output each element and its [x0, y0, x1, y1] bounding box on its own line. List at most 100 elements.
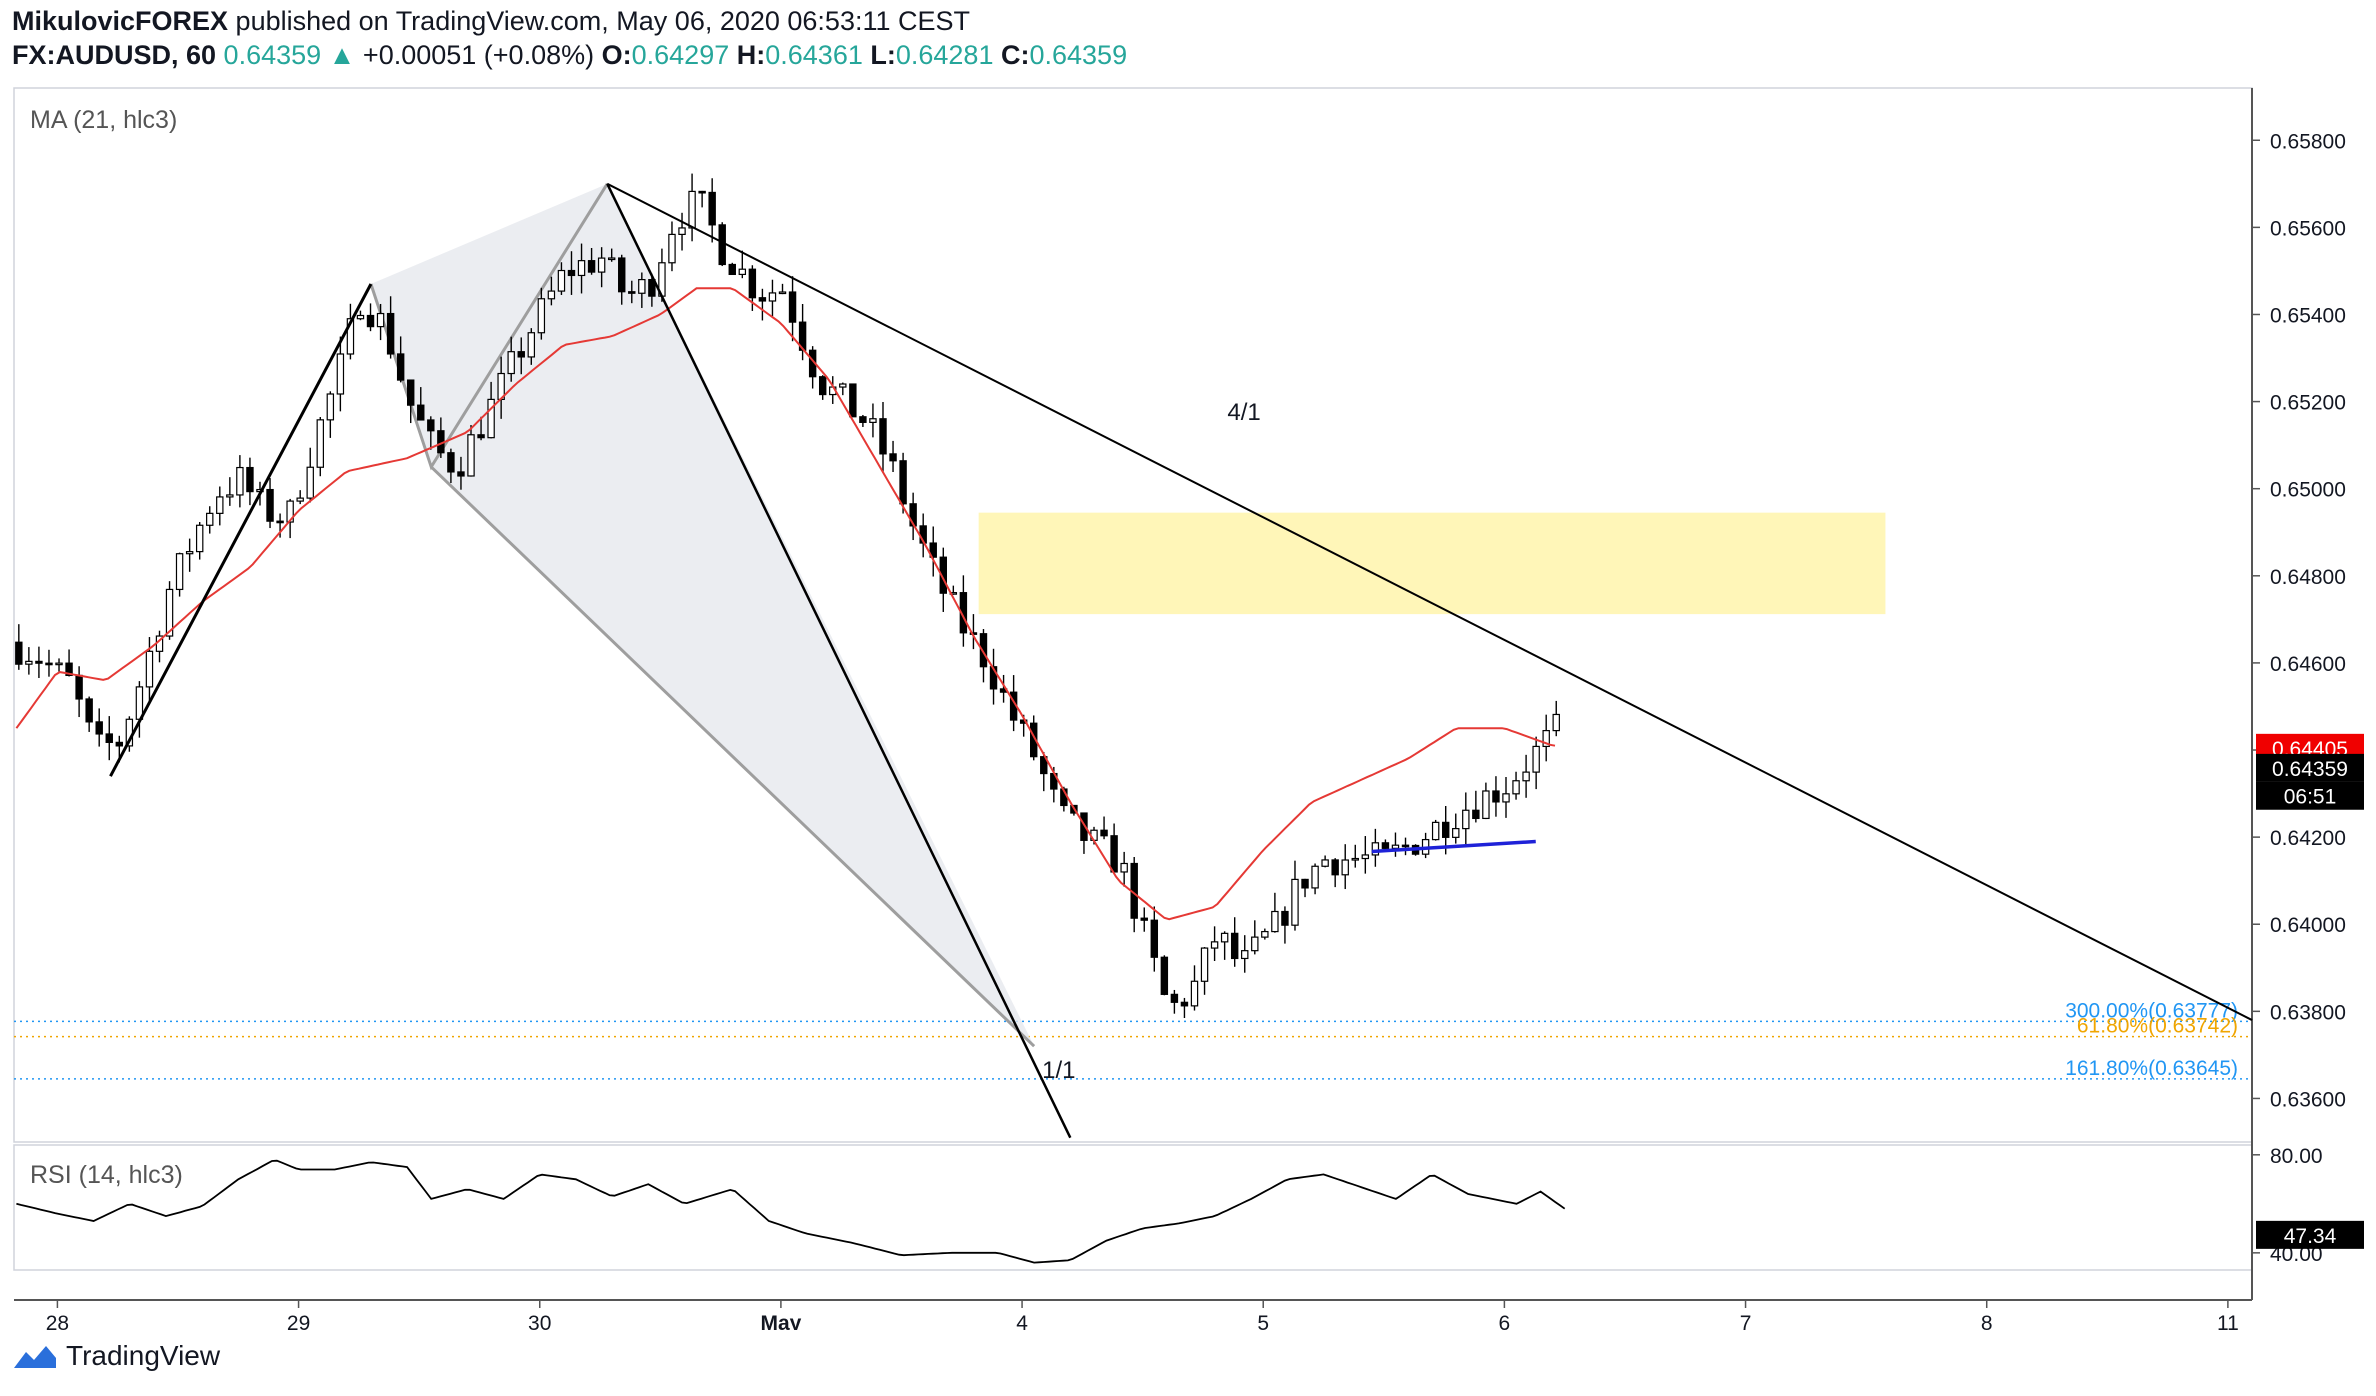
candle-body[interactable] [356, 314, 365, 320]
candle-body[interactable] [95, 721, 103, 735]
candle-body[interactable] [1532, 745, 1540, 773]
candle-body[interactable] [406, 379, 415, 406]
candle-body[interactable] [537, 298, 546, 334]
candle-body[interactable] [668, 233, 676, 264]
candle-body[interactable] [1120, 862, 1128, 873]
harmonic-triangle-abc[interactable] [370, 183, 608, 467]
candle-body[interactable] [236, 466, 244, 496]
candle-body[interactable] [648, 279, 656, 297]
candle-body[interactable] [1080, 812, 1088, 841]
harmonic-leg-bd[interactable] [430, 465, 1036, 1048]
candle-body[interactable] [818, 376, 827, 396]
candle-body[interactable] [1220, 932, 1229, 943]
candle-body[interactable] [1251, 936, 1259, 952]
candle-body[interactable] [879, 418, 887, 455]
candle-body[interactable] [1100, 829, 1108, 837]
candle-body[interactable] [1361, 854, 1370, 860]
candle-body[interactable] [1160, 956, 1169, 995]
candle-body[interactable] [899, 460, 907, 505]
candle-body[interactable] [175, 553, 184, 591]
candle-body[interactable] [587, 260, 596, 273]
candle-body[interactable] [849, 383, 857, 418]
footer-brand[interactable]: TradingView [12, 1340, 220, 1372]
candle-body[interactable] [1441, 821, 1450, 838]
candle-body[interactable] [276, 520, 284, 524]
support-line[interactable] [1371, 839, 1536, 854]
author-name[interactable]: MikulovicFOREX [12, 6, 229, 36]
candle-body[interactable] [778, 291, 787, 295]
candle-body[interactable] [1462, 809, 1470, 830]
candle-body[interactable] [859, 416, 867, 423]
price-chart[interactable]: 300.00%(0.63777)61.80%(0.63742) 161.80%(0… [0, 0, 2376, 1330]
candle-body[interactable] [216, 496, 224, 514]
candle-body[interactable] [1452, 828, 1460, 838]
candle-body[interactable] [1522, 771, 1530, 782]
candle-body[interactable] [929, 542, 937, 558]
candle-body[interactable] [75, 674, 83, 700]
candle-body[interactable] [1291, 878, 1299, 926]
candle-body[interactable] [607, 257, 616, 261]
candle-body[interactable] [1542, 729, 1550, 748]
candle-body[interactable] [417, 404, 425, 421]
candle-body[interactable] [1512, 780, 1520, 795]
candle-body[interactable] [1351, 857, 1359, 861]
candle-body[interactable] [487, 398, 495, 439]
candle-body[interactable] [527, 332, 536, 358]
candle-body[interactable] [165, 588, 174, 637]
candle-body[interactable] [477, 434, 485, 439]
candle-body[interactable] [105, 733, 113, 743]
candle-body[interactable] [195, 524, 204, 553]
candle-body[interactable] [758, 297, 767, 302]
candle-body[interactable] [316, 419, 324, 468]
rsi-indicator-label[interactable]: RSI (14, hlc3) [30, 1161, 183, 1189]
candle-body[interactable] [869, 418, 877, 423]
trendline[interactable] [606, 182, 2253, 1021]
candle-body[interactable] [507, 351, 515, 375]
candle-body[interactable] [246, 466, 254, 493]
harmonic-leg-xa[interactable] [109, 283, 373, 777]
candle-body[interactable] [326, 393, 335, 421]
candle-body[interactable] [35, 660, 43, 664]
resistance-zone[interactable] [978, 512, 1886, 615]
candle-body[interactable] [1271, 910, 1279, 933]
candle-body[interactable] [226, 494, 234, 498]
candle-body[interactable] [678, 227, 686, 236]
candle-body[interactable] [447, 452, 455, 473]
rsi-pane[interactable] [13, 1144, 2253, 1271]
candle-body[interactable] [1321, 859, 1329, 867]
candle-body[interactable] [688, 190, 696, 229]
candle-body[interactable] [618, 257, 626, 293]
candle-body[interactable] [1401, 844, 1410, 848]
candle-body[interactable] [306, 466, 314, 499]
candle-body[interactable] [1110, 835, 1118, 873]
candle-body[interactable] [768, 292, 777, 302]
candle-body[interactable] [145, 650, 154, 688]
candle-body[interactable] [1492, 790, 1500, 803]
candle-body[interactable] [25, 660, 33, 665]
candle-body[interactable] [1552, 713, 1560, 732]
candle-body[interactable] [396, 353, 405, 381]
ma-indicator-label[interactable]: MA (21, hlc3) [30, 106, 177, 134]
candle-body[interactable] [698, 190, 706, 194]
candle-body[interactable] [1502, 793, 1510, 803]
candle-body[interactable] [1381, 842, 1390, 849]
candle-body[interactable] [115, 741, 124, 747]
candle-body[interactable] [728, 263, 736, 276]
harmonic-leg-cd[interactable] [606, 183, 1072, 1139]
candle-body[interactable] [45, 662, 53, 666]
symbol-label[interactable]: FX:AUDUSD, 60 [12, 40, 217, 70]
candle-body[interactable] [346, 318, 355, 355]
candle-body[interactable] [748, 268, 757, 299]
candle-body[interactable] [386, 312, 395, 355]
candle-body[interactable] [1190, 980, 1199, 1007]
harmonic-triangle-bcd[interactable] [431, 183, 1035, 1047]
candle-body[interactable] [266, 488, 274, 522]
candle-body[interactable] [638, 279, 646, 294]
candle-body[interactable] [206, 512, 214, 526]
candle-body[interactable] [517, 351, 525, 358]
candle-body[interactable] [1371, 842, 1380, 856]
candle-body[interactable] [979, 633, 988, 668]
candle-body[interactable] [1331, 859, 1339, 876]
candle-body[interactable] [1261, 930, 1269, 938]
moving-average-line[interactable] [15, 287, 1556, 921]
